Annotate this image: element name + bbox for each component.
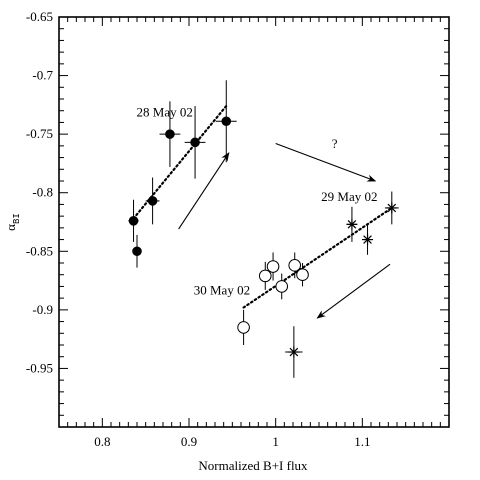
x-tick-label: 0.8 bbox=[94, 434, 110, 449]
axis-ticks: 0.8 0.9 1 1.1 -0.65 -0.7 -0.75 -0.8 -0.85 -0.9 -0.… bbox=[26, 9, 450, 449]
y-tick-label: -0.9 bbox=[32, 302, 53, 317]
data-point bbox=[159, 101, 181, 167]
filled-circle-marker bbox=[132, 246, 142, 257]
data-point bbox=[285, 326, 303, 378]
asterisk-marker-stroke bbox=[347, 220, 357, 229]
y-axis-title-symbol: α bbox=[3, 224, 18, 231]
y-tick-label: -0.85 bbox=[26, 243, 53, 258]
trend-line bbox=[242, 206, 393, 309]
filled-circle-marker bbox=[165, 129, 175, 139]
y-tick-label: -0.75 bbox=[26, 126, 53, 141]
annotation-label: 30 May 02 bbox=[194, 283, 250, 298]
annotation-label: ? bbox=[332, 136, 338, 151]
data-point bbox=[266, 252, 280, 281]
y-axis-title: αBI bbox=[3, 213, 22, 231]
filled-circle-marker bbox=[147, 196, 158, 206]
direction-arrow bbox=[178, 152, 230, 230]
data-point bbox=[275, 273, 289, 300]
y-tick-label: -0.65 bbox=[26, 9, 53, 24]
y-tick-label: -0.8 bbox=[32, 185, 53, 200]
data-point bbox=[296, 263, 309, 287]
x-tick-label: 1 bbox=[272, 434, 279, 449]
data-point bbox=[237, 309, 250, 345]
asterisk-marker-stroke bbox=[363, 235, 372, 244]
data-point bbox=[145, 177, 160, 225]
direction-arrow bbox=[316, 263, 391, 319]
y-axis-title-subscript: BI bbox=[12, 213, 22, 224]
filled-circle-marker bbox=[128, 216, 139, 226]
annotations: 28 May 02 29 May 02 30 May 02? bbox=[137, 105, 378, 298]
filled-circle-marker bbox=[190, 137, 200, 148]
x-tick-label: 0.9 bbox=[181, 434, 197, 449]
y-tick-label: -0.95 bbox=[26, 360, 53, 375]
data-points bbox=[128, 80, 399, 378]
annotation-arrows bbox=[178, 142, 391, 319]
filled-circle-marker bbox=[221, 116, 232, 127]
data-point bbox=[215, 80, 237, 163]
asterisk-marker-stroke bbox=[289, 347, 299, 357]
annotation-label: 28 May 02 bbox=[137, 105, 193, 120]
open-circle-marker bbox=[266, 260, 280, 273]
annotation-label: 29 May 02 bbox=[321, 189, 377, 204]
x-axis-title: Normalized B+I flux bbox=[198, 458, 308, 473]
plot-area-frame bbox=[58, 16, 450, 428]
open-circle-marker bbox=[288, 259, 302, 272]
x-tick-label: 1.1 bbox=[354, 434, 370, 449]
y-tick-label: -0.7 bbox=[32, 68, 53, 83]
direction-arrow bbox=[275, 142, 377, 182]
trend-line bbox=[132, 104, 228, 220]
data-point bbox=[132, 234, 142, 268]
data-point bbox=[362, 224, 374, 255]
data-point bbox=[128, 199, 139, 242]
data-point bbox=[346, 206, 358, 242]
data-point bbox=[384, 191, 399, 225]
data-point bbox=[288, 252, 302, 279]
data-point bbox=[184, 106, 206, 179]
open-circle-marker bbox=[296, 268, 309, 282]
data-point bbox=[258, 261, 272, 290]
open-circle-marker bbox=[237, 321, 250, 334]
open-circle-marker bbox=[258, 269, 272, 283]
asterisk-marker-stroke bbox=[387, 203, 397, 213]
open-circle-marker bbox=[275, 280, 289, 293]
